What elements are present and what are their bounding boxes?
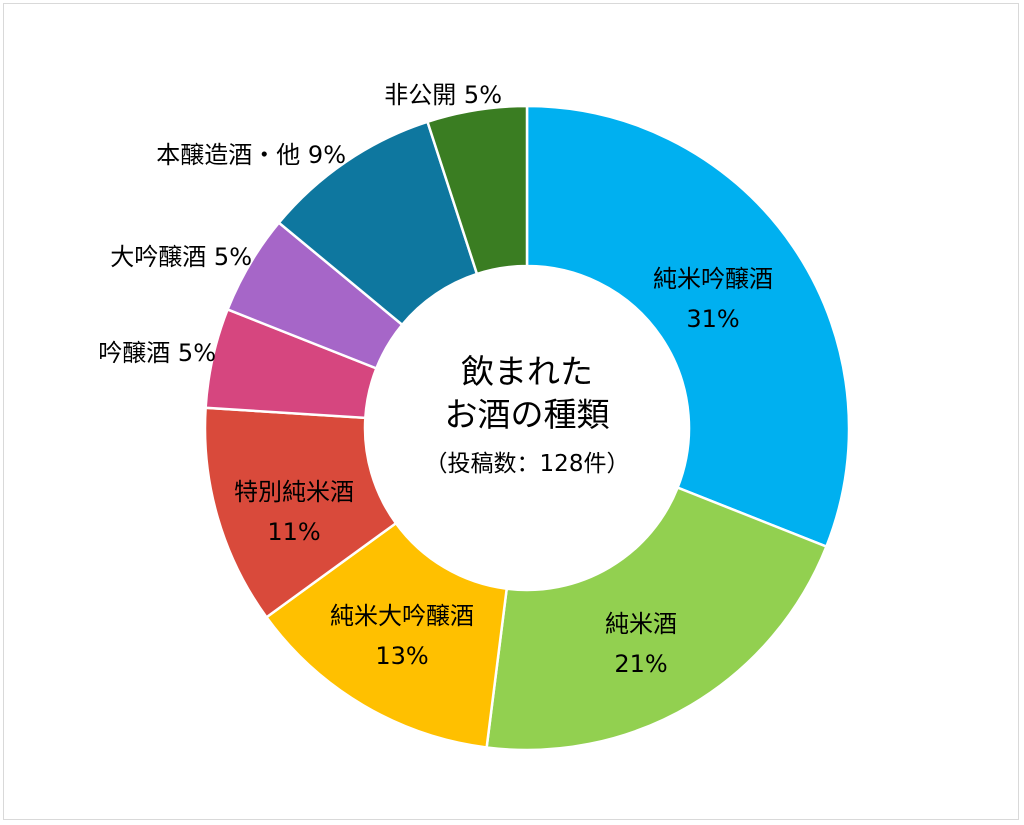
slice-label-4: 特別純米酒 xyxy=(234,478,354,506)
center-title-line-1: 飲まれた xyxy=(461,352,593,391)
slice-label-8: 非公開 5% xyxy=(384,81,502,109)
slice-label-1: 純米吟醸酒 xyxy=(653,265,773,293)
slice-percent-3: 13% xyxy=(375,642,428,670)
slice-label-7: 本醸造酒・他 9% xyxy=(156,141,346,169)
center-title-line-2: お酒の種類 xyxy=(445,395,610,434)
slice-percent-4: 11% xyxy=(267,518,320,546)
slice-1 xyxy=(525,104,851,549)
slice-label-5: 吟醸酒 5% xyxy=(98,339,216,367)
slice-8 xyxy=(425,104,529,276)
center-subtitle: （投稿数：128件） xyxy=(425,451,630,477)
slice-label-6: 大吟醸酒 5% xyxy=(110,243,252,271)
slice-percent-2: 21% xyxy=(614,650,667,678)
slice-label-2: 純米酒 xyxy=(605,610,677,638)
slice-label-3: 純米大吟醸酒 xyxy=(330,602,474,630)
slice-2 xyxy=(485,486,829,752)
slice-3 xyxy=(264,521,509,749)
slice-percent-1: 31% xyxy=(686,305,739,333)
